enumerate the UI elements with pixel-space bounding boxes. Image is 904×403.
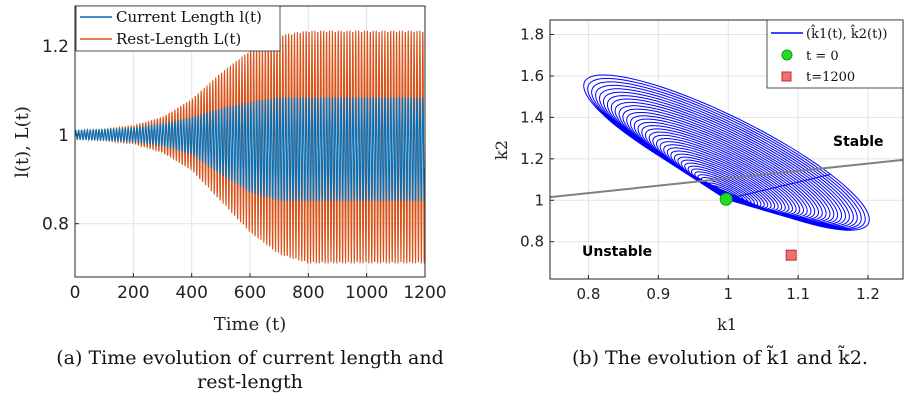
legend-current-length-label: Current Length l(t): [116, 8, 262, 26]
panel-b-y-tick-label: 0.8: [520, 233, 544, 251]
stability-boundary-line: [549, 158, 904, 199]
panel-b-x-tick-label: 1.2: [856, 285, 880, 303]
panel-a-caption: (a) Time evolution of current length and…: [56, 347, 444, 393]
panel-b-phase-plot: 0.8 0.9 1 1.1 1.2 0.8 1 1.2 1.4 1.6 1.8 k1 k2 Stab…: [492, 19, 904, 334]
panel-b-x-tick-label: 1.1: [786, 285, 810, 303]
panel-a-ticks: 0 200 400 600 800 1000 1200 0.8 1 1.2: [42, 37, 447, 303]
panel-b-legend: (k̂1(t), k̂2(t)) t = 0 t=1200: [766, 19, 904, 89]
panel-b-caption: (b) The evolution of k̃1 and k̃2.: [572, 347, 868, 369]
legend-trajectory-label: (k̂1(t), k̂2(t)): [806, 24, 887, 42]
legend-t1200-marker: [781, 71, 792, 82]
panel-b-y-tick-label: 1.8: [520, 26, 544, 44]
panel-a-time-evolution: 0 200 400 600 800 1000 1200 0.8 1 1.2 Time (t) l(…: [12, 5, 447, 335]
current-length-line: [74, 97, 426, 202]
unstable-region-label: Unstable: [582, 244, 652, 260]
panel-a-x-tick-label: 400: [175, 283, 207, 303]
k-trajectory-line: [583, 74, 870, 231]
legend-t0-label: t = 0: [806, 49, 839, 64]
panel-a-x-tick-label: 200: [117, 283, 149, 303]
legend-rest-length-label: Rest-Length L(t): [116, 30, 241, 48]
panel-b-series: [549, 74, 904, 261]
panel-a-y-axis-label: l(t), L(t): [12, 106, 33, 178]
stable-region-label: Stable: [833, 134, 884, 150]
panel-a-legend-box: [75, 5, 281, 52]
panel-b-x-axis-label: k1: [717, 315, 737, 334]
panel-b-ticks: 0.8 0.9 1 1.1 1.2 0.8 1 1.2 1.4 1.6 1.8: [520, 26, 880, 303]
panel-a-y-tick-label: 0.8: [42, 215, 69, 235]
panel-b-y-tick-label: 1.2: [520, 150, 544, 168]
panel-b-y-axis-label: k2: [492, 140, 511, 160]
panel-a-legend: Current Length l(t) Rest-Length L(t): [75, 5, 281, 52]
panel-a-x-tick-label: 600: [234, 283, 266, 303]
panel-a-y-tick-label: 1.2: [42, 37, 69, 57]
panel-a-x-tick-label: 0: [70, 283, 81, 303]
panel-b-y-tick-label: 1: [534, 191, 544, 209]
panel-a-x-tick-label: 800: [292, 283, 324, 303]
panel-a-x-tick-label: 1000: [345, 283, 388, 303]
legend-t1200-label: t=1200: [806, 70, 855, 85]
panel-b-x-tick-label: 0.8: [577, 285, 601, 303]
panel-b-x-tick-label: 0.9: [646, 285, 670, 303]
panel-a-y-tick-label: 1: [58, 126, 69, 146]
panel-b-y-tick-label: 1.4: [520, 108, 544, 126]
panel-a-series: [74, 30, 426, 264]
panel-b-x-tick-label: 1: [723, 285, 733, 303]
t1200-marker: [785, 249, 797, 261]
panel-a-x-axis-label: Time (t): [214, 314, 286, 335]
t0-marker: [719, 192, 733, 206]
panel-a-x-tick-label: 1200: [403, 283, 446, 303]
panel-b-y-tick-label: 1.6: [520, 67, 544, 85]
legend-t0-marker: [781, 49, 793, 61]
